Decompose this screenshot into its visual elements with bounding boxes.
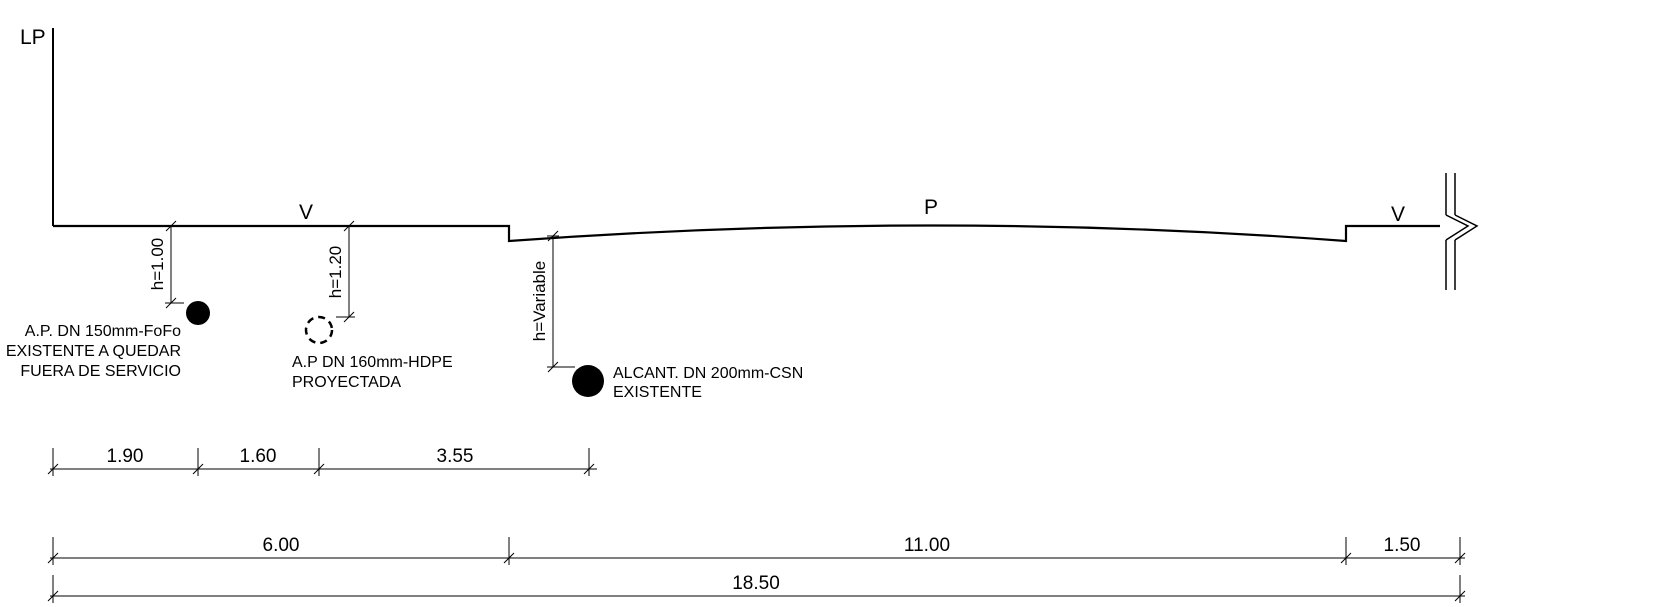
road-profile bbox=[53, 224, 1440, 243]
pipe3-note-line1: ALCANT. DN 200mm-CSN bbox=[613, 365, 803, 382]
break-line-symbol bbox=[1445, 173, 1479, 290]
label-sidewalk-left: V bbox=[299, 201, 313, 224]
depth-dimension-pipe2 bbox=[336, 220, 355, 323]
dimension-total-line bbox=[47, 575, 1466, 603]
dimension-6-00: 6.00 bbox=[263, 535, 300, 556]
dimension-1-50: 1.50 bbox=[1384, 535, 1421, 556]
depth-label-pipe1: h=1.00 bbox=[148, 238, 167, 290]
pipe-existing-csn bbox=[572, 365, 604, 397]
dimension-row-1 bbox=[47, 448, 597, 476]
dimension-18-50: 18.50 bbox=[732, 573, 780, 594]
dimension-1-60: 1.60 bbox=[240, 446, 277, 467]
pipe-existing-fofo bbox=[186, 301, 210, 325]
depth-label-pipe2: h=1.20 bbox=[326, 246, 345, 298]
dimension-row-2 bbox=[47, 537, 1466, 565]
dimension-11-00: 11.00 bbox=[904, 535, 950, 556]
pipe2-note-line2: PROYECTADA bbox=[292, 374, 401, 391]
pipe1-note-line2: EXISTENTE A QUEDAR bbox=[6, 343, 181, 360]
pipe1-note-line1: A.P. DN 150mm-FoFo bbox=[25, 323, 181, 340]
label-pavement: P bbox=[924, 196, 938, 219]
depth-dimension-pipe3 bbox=[547, 230, 575, 373]
pipe1-note-line3: FUERA DE SERVICIO bbox=[20, 363, 181, 380]
label-sidewalk-right: V bbox=[1391, 203, 1405, 226]
dimension-1-90: 1.90 bbox=[107, 446, 144, 467]
pipe3-note-line2: EXISTENTE bbox=[613, 384, 702, 401]
pipe2-note-line1: A.P DN 160mm-HDPE bbox=[292, 354, 453, 371]
dimension-3-55: 3.55 bbox=[437, 446, 474, 467]
pipe-projected-hdpe bbox=[304, 315, 334, 345]
depth-label-pipe3: h=Variable bbox=[530, 261, 549, 342]
depth-dimension-pipe1 bbox=[165, 220, 184, 309]
label-lp: LP bbox=[20, 26, 46, 49]
